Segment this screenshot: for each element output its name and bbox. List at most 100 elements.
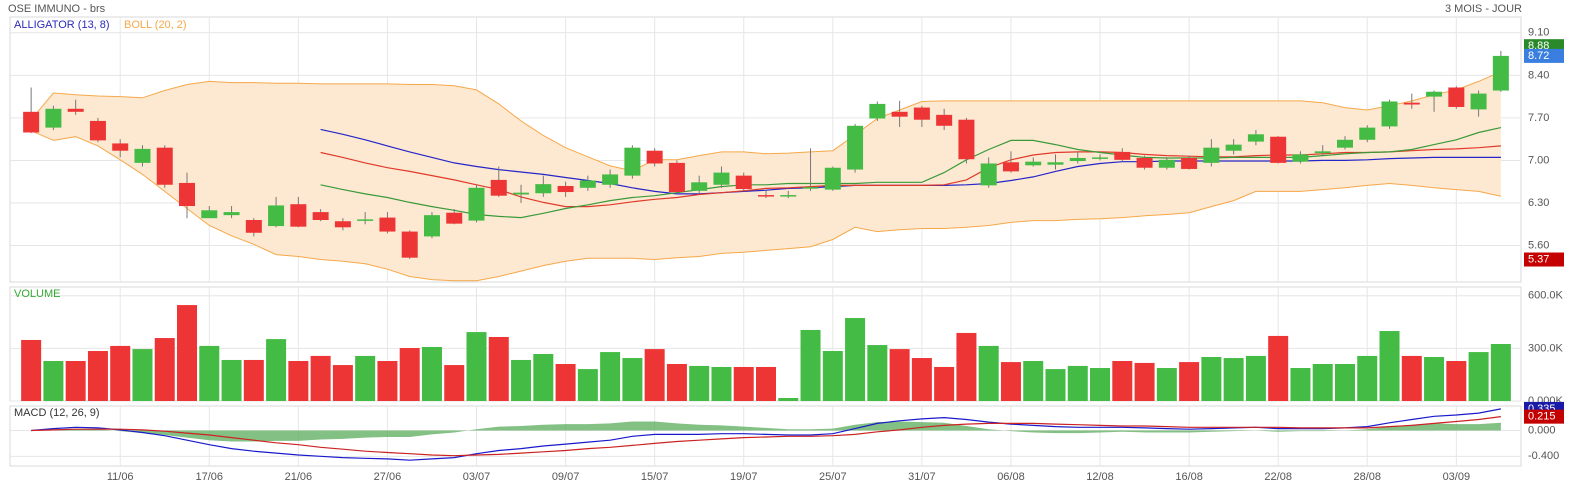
panel-frame xyxy=(9,16,1522,283)
x-tick-label: 27/06 xyxy=(374,471,402,483)
candle-body xyxy=(824,167,841,190)
candle-body xyxy=(557,185,574,193)
value-marker-box xyxy=(1524,409,1564,424)
volume-bar xyxy=(1401,355,1422,401)
candle-body xyxy=(67,108,84,112)
candle-body xyxy=(1114,151,1131,160)
candle-body xyxy=(1181,158,1198,169)
volume-bar xyxy=(934,366,955,401)
candle-body xyxy=(245,220,262,233)
volume-bar xyxy=(1245,355,1266,401)
volume-bar xyxy=(533,353,554,401)
volume-bar xyxy=(1000,362,1021,401)
volume-bar xyxy=(421,346,442,401)
candle-body xyxy=(268,205,285,227)
chart-title: OSE IMMUNO - brs xyxy=(8,3,106,15)
candle-body xyxy=(1025,161,1042,166)
volume-bar xyxy=(1201,356,1222,401)
volume-bar xyxy=(666,363,687,401)
candle-body xyxy=(1092,157,1109,159)
volume-bar xyxy=(1090,368,1111,401)
candle-body xyxy=(357,219,374,221)
candle-body xyxy=(579,180,596,188)
candle-body xyxy=(1270,136,1287,163)
volume-bar xyxy=(555,363,576,401)
candle-body xyxy=(1336,139,1353,148)
candle-body xyxy=(468,187,485,221)
candle-body xyxy=(1359,127,1376,140)
volume-bar xyxy=(288,361,309,401)
period-label: 3 MOIS - JOUR xyxy=(1445,3,1522,15)
volume-bar xyxy=(132,349,153,401)
volume-bar xyxy=(1268,335,1289,401)
legend-macd: MACD (12, 26, 9) xyxy=(14,407,100,419)
y-tick-label: -0.400 xyxy=(1528,450,1559,462)
volume-bar xyxy=(1290,368,1311,401)
volume-bar xyxy=(711,366,732,401)
candle-body xyxy=(89,120,106,141)
candle-body xyxy=(513,192,530,195)
panel-frame xyxy=(9,405,1522,467)
candle-body xyxy=(847,125,864,170)
candle-body xyxy=(958,119,975,160)
candle-body xyxy=(602,174,619,185)
candle-body xyxy=(913,107,930,120)
candle-body xyxy=(1470,93,1487,110)
volume-bar xyxy=(1446,361,1467,401)
volume-bar xyxy=(1379,331,1400,401)
candle-body xyxy=(735,175,752,190)
volume-bar xyxy=(600,352,621,401)
candle-body xyxy=(646,150,663,164)
candle-body xyxy=(1426,91,1443,97)
candle-body xyxy=(668,162,685,193)
candle-body xyxy=(312,212,329,221)
candle-body xyxy=(1069,158,1086,162)
y-tick-label: 5.60 xyxy=(1528,239,1549,251)
volume-bar xyxy=(756,366,776,401)
y-tick-label: 300.0K xyxy=(1528,342,1564,354)
volume-bar xyxy=(310,355,331,401)
value-marker-box xyxy=(1524,48,1564,63)
candle-body xyxy=(1002,162,1019,172)
candle-body xyxy=(1492,55,1509,91)
candle-body xyxy=(490,179,507,196)
y-tick-label: 9.10 xyxy=(1528,27,1549,39)
volume-bar xyxy=(1156,368,1177,401)
candle-body xyxy=(624,147,641,176)
volume-bar xyxy=(399,348,420,401)
candle-body xyxy=(379,217,396,232)
legend-alligator: ALLIGATOR (13, 8) xyxy=(14,19,110,31)
candle-body xyxy=(1448,87,1465,107)
candle-body xyxy=(401,231,418,258)
candle-body xyxy=(936,114,953,126)
y-tick-label: 0.000 xyxy=(1528,424,1556,436)
volume-bar xyxy=(911,358,932,401)
volume-bar xyxy=(221,359,242,401)
value-marker-box xyxy=(1524,252,1564,267)
candle-body xyxy=(201,210,218,219)
x-tick-label: 03/09 xyxy=(1443,471,1471,483)
volume-bar xyxy=(1179,362,1200,401)
x-tick-label: 12/08 xyxy=(1086,471,1114,483)
volume-bar xyxy=(65,361,86,401)
volume-bar xyxy=(577,369,598,401)
volume-bar xyxy=(778,398,799,401)
candle-body xyxy=(691,182,708,191)
y-tick-label: 8.40 xyxy=(1528,69,1549,81)
volume-bar xyxy=(733,366,754,401)
x-tick-label: 25/07 xyxy=(819,471,847,483)
bollinger-fill xyxy=(31,71,1501,281)
candle-body xyxy=(891,111,908,117)
volume-bar xyxy=(800,329,821,401)
volume-bar xyxy=(488,336,509,401)
candle-body xyxy=(869,103,886,119)
candle-body xyxy=(156,147,173,185)
candle-body xyxy=(179,182,196,207)
volume-bar xyxy=(177,305,198,401)
candle-body xyxy=(1247,134,1264,142)
candle-body xyxy=(45,108,62,128)
x-tick-label: 21/06 xyxy=(285,471,313,483)
candle-body xyxy=(1158,159,1175,168)
